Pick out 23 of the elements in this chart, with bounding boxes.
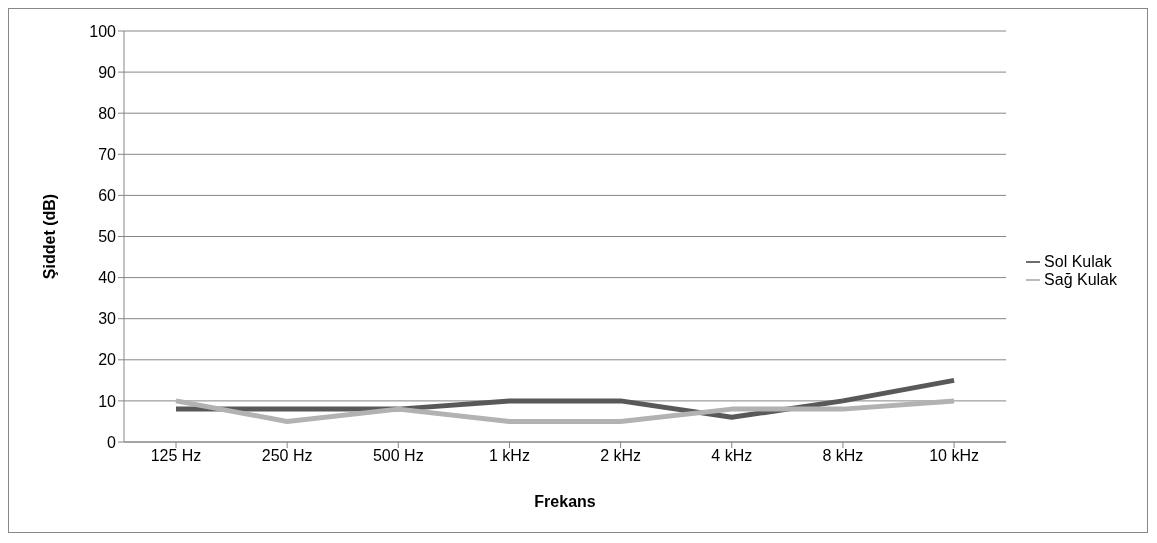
- legend-label: Sağ Kulak: [1044, 270, 1117, 288]
- y-tick-label: 10: [98, 392, 117, 410]
- y-tick-label: 90: [98, 63, 117, 81]
- y-axis-title: Şiddet (dB): [40, 193, 58, 280]
- y-tick-label: 0: [107, 433, 117, 451]
- legend-label: Sol Kulak: [1044, 252, 1112, 270]
- x-tick-label: 500 Hz: [372, 447, 424, 465]
- x-axis-title: Frekans: [534, 493, 596, 510]
- x-tick-label: 2 kHz: [600, 447, 642, 465]
- y-tick-label: 20: [98, 351, 117, 369]
- x-tick-label: 10 kHz: [929, 447, 979, 465]
- y-tick-label: 70: [98, 145, 117, 163]
- y-tick-label: 40: [98, 269, 117, 287]
- y-tick-label: 100: [89, 22, 117, 40]
- y-tick-label: 30: [98, 310, 117, 328]
- x-tick-label: 250 Hz: [261, 447, 313, 465]
- x-tick-label: 4 kHz: [711, 447, 753, 465]
- y-tick-label: 80: [98, 104, 117, 122]
- x-tick-label: 125 Hz: [150, 447, 202, 465]
- y-tick-label: 50: [98, 228, 117, 246]
- y-tick-label: 60: [98, 187, 117, 205]
- x-tick-label: 8 kHz: [822, 447, 864, 465]
- x-tick-label: 1 kHz: [489, 447, 530, 465]
